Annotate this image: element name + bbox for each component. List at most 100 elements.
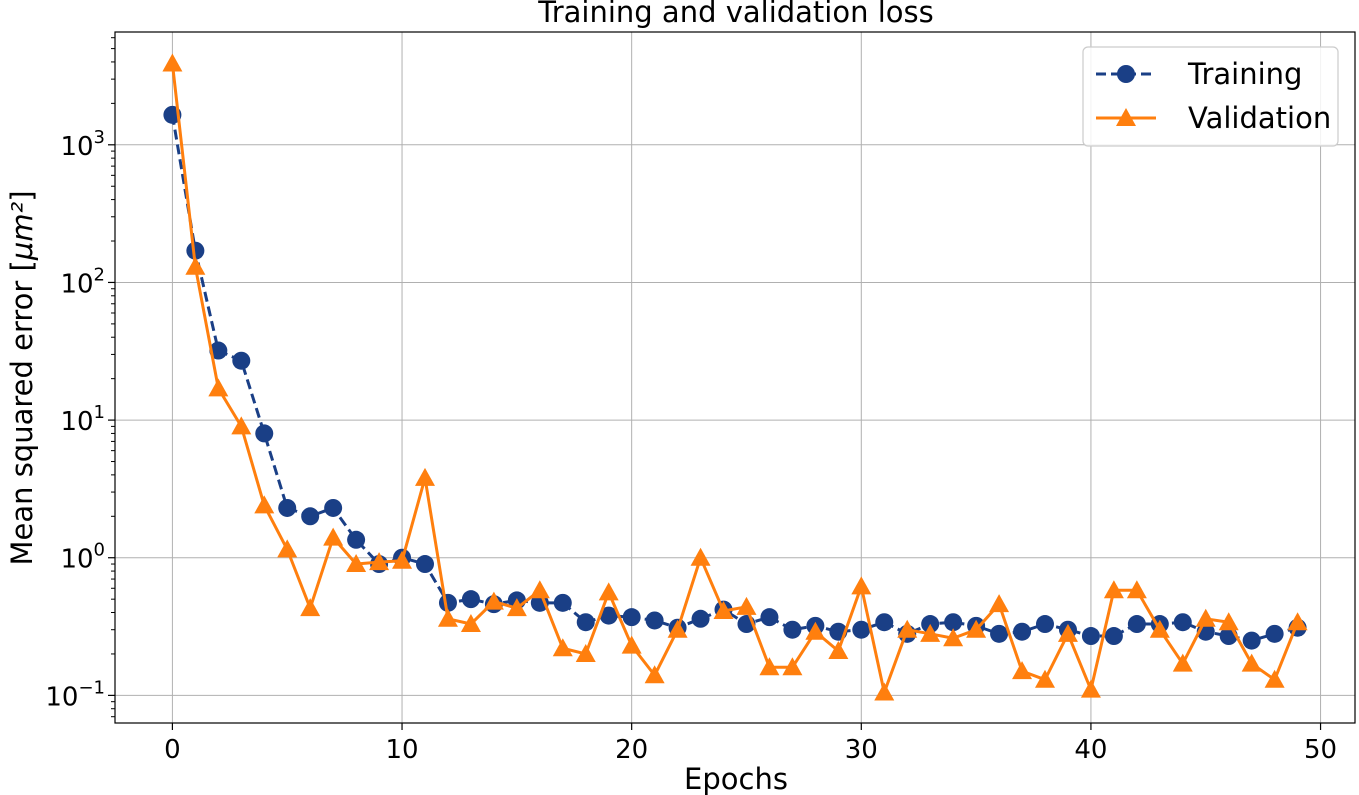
data-point-validation xyxy=(621,635,642,654)
legend-label-validation: Validation xyxy=(1188,101,1331,135)
data-point-training xyxy=(622,608,641,627)
data-point-validation xyxy=(736,596,757,615)
data-point-training xyxy=(1242,631,1261,650)
data-point-validation xyxy=(1103,580,1124,599)
data-point-training xyxy=(783,620,802,639)
data-point-validation xyxy=(460,614,481,633)
data-point-training xyxy=(1265,624,1284,643)
x-axis-label: Epochs xyxy=(684,762,788,795)
data-point-validation xyxy=(1172,653,1193,672)
data-point-validation xyxy=(231,416,252,435)
data-point-training xyxy=(553,593,572,612)
legend-entry-training: Training xyxy=(1096,57,1302,91)
data-point-training xyxy=(255,424,274,443)
data-point-training xyxy=(875,613,894,632)
y-axis-label: Mean squared error [μm²] xyxy=(5,190,39,565)
data-point-validation xyxy=(943,628,964,647)
data-point-validation xyxy=(782,657,803,676)
data-point-validation xyxy=(254,495,275,514)
x-tick-label: 20 xyxy=(615,735,648,765)
data-point-validation xyxy=(1012,661,1033,680)
data-point-training xyxy=(278,498,297,517)
data-point-training xyxy=(209,341,228,360)
data-point-validation xyxy=(483,591,504,610)
plot-frame xyxy=(114,31,1356,724)
data-point-validation xyxy=(529,580,550,599)
data-point-training xyxy=(232,351,251,370)
y-axis-label-text: Mean squared error [ xyxy=(5,260,39,565)
data-point-validation xyxy=(1035,669,1055,688)
data-point-validation xyxy=(323,527,344,546)
data-point-training xyxy=(461,590,480,609)
data-point-training xyxy=(599,606,618,625)
legend-label-training: Training xyxy=(1187,57,1302,91)
data-point-training xyxy=(645,611,664,630)
data-point-validation xyxy=(667,619,688,638)
data-point-validation xyxy=(346,554,367,573)
y-tick-exponent: 1 xyxy=(94,402,105,423)
data-point-validation xyxy=(828,641,849,660)
data-point-validation xyxy=(277,539,298,558)
data-point-validation xyxy=(874,682,895,701)
data-point-validation xyxy=(575,643,596,662)
series-layer xyxy=(162,53,1308,701)
data-point-training xyxy=(691,609,710,628)
data-point-validation xyxy=(1287,612,1308,631)
data-point-validation xyxy=(552,638,573,657)
data-point-training xyxy=(1013,622,1032,641)
data-point-training xyxy=(1036,615,1054,634)
y-tick-label: 100 xyxy=(60,540,105,575)
legend-marker-validation xyxy=(1116,108,1136,126)
data-point-validation xyxy=(506,598,527,617)
data-point-training xyxy=(301,507,320,526)
data-point-training xyxy=(852,620,871,639)
x-tick-label: 50 xyxy=(1304,735,1337,765)
data-point-training xyxy=(1104,627,1123,646)
data-point-validation xyxy=(920,623,941,642)
data-point-training xyxy=(186,241,205,260)
y-tick-label: 102 xyxy=(60,264,105,299)
data-point-validation xyxy=(1264,669,1285,688)
y-tick-base: 10 xyxy=(60,407,93,437)
data-point-training xyxy=(1081,627,1100,646)
data-point-validation xyxy=(1149,619,1170,638)
y-tick-base: 10 xyxy=(60,269,93,299)
legend: Training Validation xyxy=(1082,46,1339,147)
series-validation xyxy=(162,53,1308,701)
data-point-training xyxy=(324,498,343,517)
y-tick-base: 10 xyxy=(45,682,78,712)
data-point-validation xyxy=(759,657,780,676)
data-point-training xyxy=(1127,615,1146,634)
data-point-validation xyxy=(437,608,458,627)
data-point-validation xyxy=(369,552,390,571)
data-point-validation xyxy=(966,619,987,638)
legend-marker-training xyxy=(1117,65,1135,83)
legend-box xyxy=(1082,46,1339,147)
y-tick-label: 10−1 xyxy=(45,677,105,712)
data-point-validation xyxy=(1080,679,1101,698)
data-point-validation xyxy=(644,665,665,684)
data-point-validation xyxy=(300,598,321,617)
y-tick-base: 10 xyxy=(60,132,93,162)
x-tick-label: 40 xyxy=(1074,735,1107,765)
data-point-training xyxy=(944,613,963,632)
y-tick-exponent: 3 xyxy=(94,127,105,148)
data-point-training xyxy=(1173,613,1192,632)
data-point-training xyxy=(347,530,366,549)
data-point-training xyxy=(576,613,595,632)
data-point-training xyxy=(760,608,779,627)
y-tick-label: 103 xyxy=(60,127,105,162)
data-point-validation xyxy=(805,621,826,640)
data-point-validation xyxy=(208,378,229,397)
y-axis-label-close: ] xyxy=(5,190,39,201)
data-point-validation xyxy=(851,576,872,595)
y-tick-exponent: −1 xyxy=(78,677,105,698)
data-point-validation xyxy=(1057,623,1078,642)
data-point-validation xyxy=(1241,653,1262,672)
legend-entry-validation: Validation xyxy=(1096,101,1331,135)
data-point-validation xyxy=(415,467,435,486)
data-point-validation xyxy=(713,601,734,620)
data-point-validation xyxy=(897,619,918,638)
data-point-validation xyxy=(1218,612,1239,631)
x-tick-label: 0 xyxy=(164,735,181,765)
